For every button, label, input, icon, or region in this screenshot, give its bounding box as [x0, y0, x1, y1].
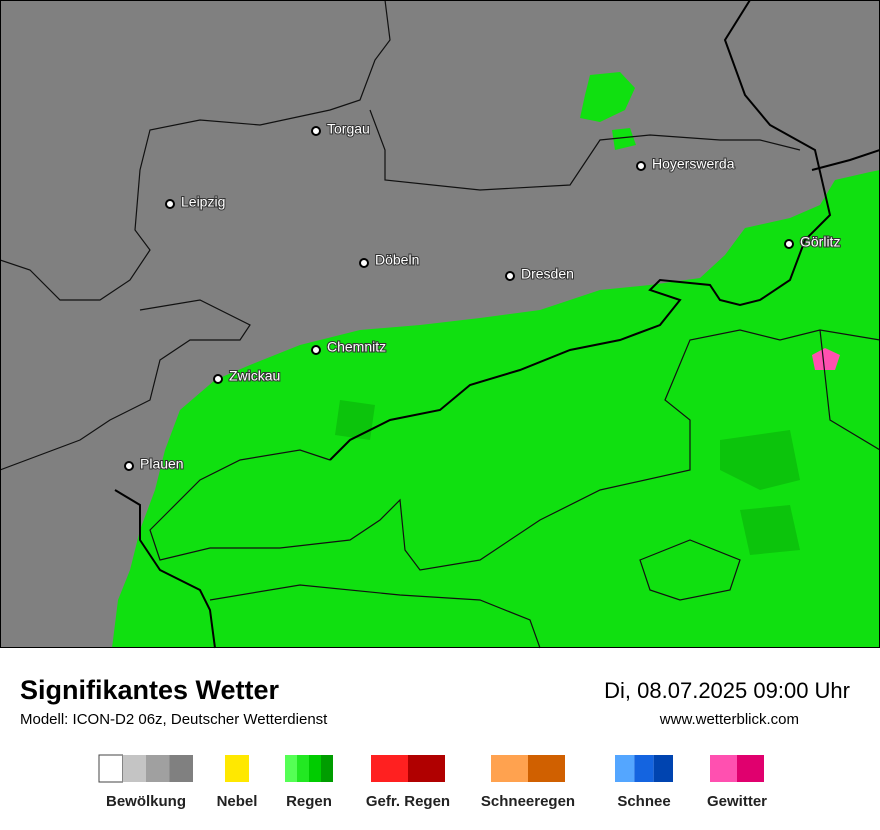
legend-swatch — [408, 755, 445, 782]
city-dot — [636, 161, 646, 171]
border — [149, 329, 880, 571]
city-label: Plauen — [140, 456, 184, 472]
legend-swatch — [321, 755, 333, 782]
map: Torgau Hoyerswerda Leipzig Görlitz Döbel… — [0, 0, 880, 649]
legend-label: Nebel — [217, 793, 258, 810]
city-label: Leipzig — [181, 194, 225, 210]
legend-swatch — [371, 755, 408, 782]
city-dot — [359, 258, 369, 268]
border — [209, 329, 880, 649]
border — [0, 299, 251, 471]
legend-swatch — [146, 755, 170, 782]
legend-swatch — [98, 754, 123, 783]
city-label: Döbeln — [375, 252, 419, 268]
rain-area — [112, 170, 880, 648]
legend-swatch — [491, 755, 528, 782]
city-label: Hoyerswerda — [652, 156, 735, 172]
border — [639, 539, 741, 601]
national-border — [329, 0, 832, 461]
city-dot — [311, 126, 321, 136]
legend-swatch — [169, 755, 193, 782]
city-labels: Torgau Hoyerswerda Leipzig Görlitz Döbel… — [124, 120, 841, 473]
legend-swatch — [225, 755, 249, 782]
legend-swatch — [615, 755, 635, 782]
legend-label: Regen — [286, 793, 332, 810]
legend-swatch — [122, 755, 146, 782]
city-dot — [311, 345, 321, 355]
city-dot — [505, 271, 515, 281]
city-dot — [213, 374, 223, 384]
city-label: Zwickau — [229, 368, 280, 384]
legend-swatch — [653, 755, 673, 782]
city-label: Chemnitz — [327, 339, 386, 355]
title: Signifikantes Wetter — [20, 675, 280, 705]
legend-swatch — [285, 755, 297, 782]
border — [0, 0, 391, 301]
legend-label: Schneeregen — [481, 793, 575, 810]
legend-swatch — [528, 755, 565, 782]
subtitle: Modell: ICON-D2 06z, Deutscher Wetterdie… — [20, 711, 328, 728]
city-dot — [784, 239, 794, 249]
city-label: Dresden — [521, 266, 574, 282]
city-dot — [165, 199, 175, 209]
rain-area — [580, 72, 635, 122]
legend: Bewölkung Nebel Regen Gefr. Regen Schneerege… — [98, 754, 767, 810]
legend-swatch — [309, 755, 321, 782]
national-border — [114, 489, 216, 649]
legend-label: Gefr. Regen — [366, 793, 450, 810]
thunderstorm-area — [812, 348, 840, 370]
rain-area-dark — [335, 400, 800, 555]
footer: Signifikantes Wetter Modell: ICON-D2 06z… — [20, 675, 850, 728]
legend-swatch — [710, 755, 737, 782]
legend-swatch — [737, 755, 764, 782]
city-label: Görlitz — [800, 234, 840, 250]
legend-label: Bewölkung — [106, 793, 186, 810]
national-border — [811, 149, 880, 171]
city-label: Torgau — [327, 121, 370, 137]
legend-label: Schnee — [617, 793, 670, 810]
rain-area — [612, 128, 636, 150]
city-dot — [124, 461, 134, 471]
legend-swatch — [297, 755, 309, 782]
legend-swatch — [634, 755, 654, 782]
website: www.wetterblick.com — [659, 711, 799, 728]
datetime: Di, 08.07.2025 09:00 Uhr — [604, 678, 850, 703]
border — [369, 109, 801, 191]
legend-label: Gewitter — [707, 793, 767, 810]
